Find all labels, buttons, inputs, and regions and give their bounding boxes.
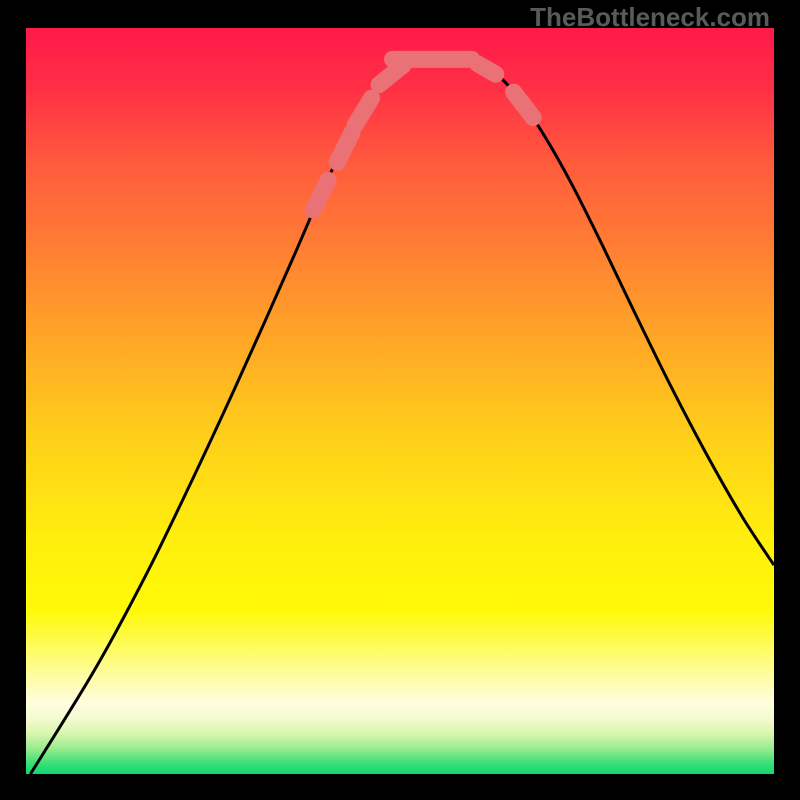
chart-svg — [26, 28, 774, 774]
watermark-text: TheBottleneck.com — [530, 2, 770, 33]
curve-marker-segment — [313, 180, 328, 210]
plot-area — [26, 28, 774, 774]
curve-marker-segment — [478, 64, 496, 74]
curve-markers — [313, 59, 533, 210]
bottleneck-curve — [30, 56, 774, 774]
curve-marker-segment — [514, 92, 533, 117]
curve-marker-segment — [355, 98, 371, 125]
curve-marker-segment — [379, 65, 403, 84]
curve-marker-segment — [337, 132, 352, 162]
